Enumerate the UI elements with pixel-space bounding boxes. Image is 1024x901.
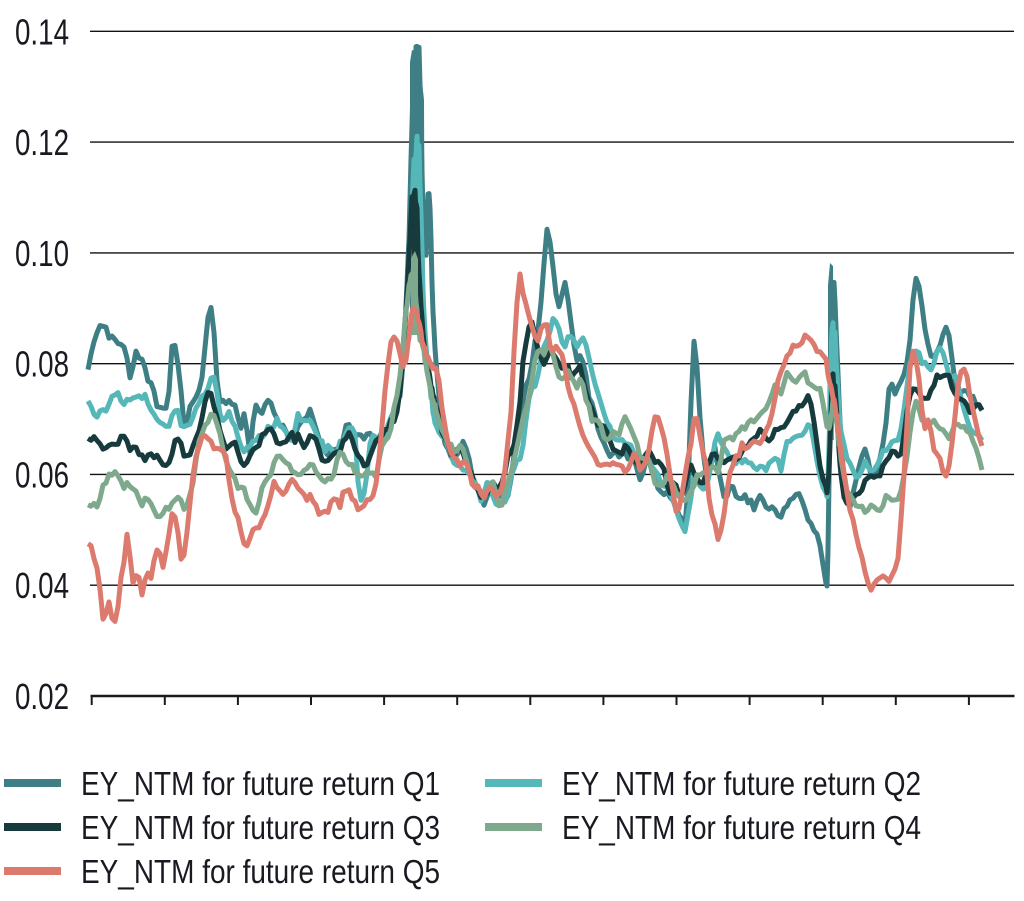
svg-text:EY_NTM for future return Q3: EY_NTM for future return Q3 [81,809,440,846]
svg-text:0.04: 0.04 [15,565,69,606]
svg-text:0.10: 0.10 [15,233,69,274]
svg-text:0.08: 0.08 [15,344,69,385]
svg-text:0.02: 0.02 [15,676,69,717]
svg-text:EY_NTM for future return Q4: EY_NTM for future return Q4 [562,809,921,846]
svg-text:EY_NTM for future return Q1: EY_NTM for future return Q1 [81,765,440,802]
svg-text:0.14: 0.14 [15,11,69,52]
svg-text:EY_NTM for future return Q5: EY_NTM for future return Q5 [81,853,440,890]
svg-text:0.06: 0.06 [15,454,69,495]
svg-text:0.12: 0.12 [15,122,69,163]
svg-text:EY_NTM for future return Q2: EY_NTM for future return Q2 [562,765,921,802]
